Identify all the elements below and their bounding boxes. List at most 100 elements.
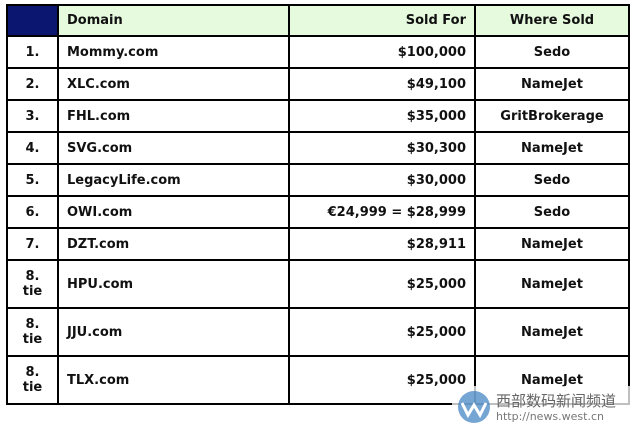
venue-cell: Sedo xyxy=(474,163,630,197)
rank-text: 2. xyxy=(25,76,40,92)
header-price: Sold For xyxy=(288,4,476,37)
rank-text: 5. xyxy=(25,172,40,188)
domain-cell: TLX.com xyxy=(57,355,290,405)
venue-cell: Sedo xyxy=(474,195,630,229)
domain-cell: DZT.com xyxy=(57,227,290,261)
rank-text: 3. xyxy=(25,108,40,124)
price-text: $100,000 xyxy=(397,44,466,60)
price-cell: $28,911 xyxy=(288,227,476,261)
price-cell: $100,000 xyxy=(288,35,476,69)
price-cell: €24,999 = $28,999 xyxy=(288,195,476,229)
domain-cell: FHL.com xyxy=(57,99,290,133)
domain-text: XLC.com xyxy=(67,76,130,92)
table-row: 8. tie JJU.com $25,000 NameJet xyxy=(6,307,630,357)
table-row: 7. DZT.com $28,911 NameJet xyxy=(6,227,630,261)
price-cell: $49,100 xyxy=(288,67,476,101)
domain-text: FHL.com xyxy=(67,108,131,124)
rank-text: 8. tie xyxy=(22,365,43,395)
price-cell: $30,300 xyxy=(288,131,476,165)
venue-cell: NameJet xyxy=(474,227,630,261)
rank-cell: 3. xyxy=(6,99,59,133)
domain-text: LegacyLife.com xyxy=(67,172,181,188)
price-text: €24,999 = $28,999 xyxy=(327,204,466,220)
rank-text: 4. xyxy=(25,140,40,156)
venue-text: NameJet xyxy=(521,76,583,92)
watermark-title: 西部数码新闻频道 xyxy=(496,392,617,410)
domain-cell: HPU.com xyxy=(57,259,290,309)
price-text: $25,000 xyxy=(406,276,466,292)
venue-cell: NameJet xyxy=(474,67,630,101)
rank-text: 6. xyxy=(25,204,40,220)
table-row: 5. LegacyLife.com $30,000 Sedo xyxy=(6,163,630,197)
domain-cell: XLC.com xyxy=(57,67,290,101)
venue-text: NameJet xyxy=(521,372,583,388)
header-rank xyxy=(6,4,59,37)
header-row: Domain Sold For Where Sold xyxy=(6,4,630,37)
table-row: 2. XLC.com $49,100 NameJet xyxy=(6,67,630,101)
price-text: $25,000 xyxy=(406,372,466,388)
rank-text: 8. tie xyxy=(22,269,43,299)
domain-text: HPU.com xyxy=(67,276,134,292)
domain-cell: OWI.com xyxy=(57,195,290,229)
header-domain: Domain xyxy=(57,4,290,37)
domain-cell: LegacyLife.com xyxy=(57,163,290,197)
rank-cell: 7. xyxy=(6,227,59,261)
price-cell: $25,000 xyxy=(288,307,476,357)
price-cell: $35,000 xyxy=(288,99,476,133)
rank-cell: 4. xyxy=(6,131,59,165)
venue-cell: NameJet xyxy=(474,131,630,165)
domain-text: TLX.com xyxy=(67,372,130,388)
domain-text: DZT.com xyxy=(67,236,130,252)
sales-table: Domain Sold For Where Sold 1. Mommy.com $100… xyxy=(6,4,630,405)
rank-cell: 8. tie xyxy=(6,307,59,357)
price-cell: $25,000 xyxy=(288,355,476,405)
venue-cell: NameJet xyxy=(474,259,630,309)
price-text: $30,300 xyxy=(406,140,466,156)
venue-cell: GritBrokerage xyxy=(474,99,630,133)
header-venue: Where Sold xyxy=(474,4,630,37)
domain-text: OWI.com xyxy=(67,204,133,220)
domain-cell: Mommy.com xyxy=(57,35,290,69)
table-row: 1. Mommy.com $100,000 Sedo xyxy=(6,35,630,69)
table-row: 8. tie HPU.com $25,000 NameJet xyxy=(6,259,630,309)
venue-text: Sedo xyxy=(533,172,571,188)
rank-cell: 5. xyxy=(6,163,59,197)
watermark-url: http://news.west.cn xyxy=(496,410,604,423)
venue-text: NameJet xyxy=(521,324,583,340)
price-cell: $30,000 xyxy=(288,163,476,197)
rank-text: 1. xyxy=(25,44,40,60)
rank-cell: 1. xyxy=(6,35,59,69)
table-row: 3. FHL.com $35,000 GritBrokerage xyxy=(6,99,630,133)
venue-text: NameJet xyxy=(521,276,583,292)
rank-text: 7. xyxy=(25,236,40,252)
venue-text: Sedo xyxy=(533,204,571,220)
table-row: 6. OWI.com €24,999 = $28,999 Sedo xyxy=(6,195,630,229)
domain-cell: JJU.com xyxy=(57,307,290,357)
venue-text: GritBrokerage xyxy=(500,108,604,124)
watermark: 西部数码新闻频道 http://news.west.cn xyxy=(452,386,632,428)
venue-text: NameJet xyxy=(521,236,583,252)
venue-text: Sedo xyxy=(533,44,571,60)
rank-cell: 2. xyxy=(6,67,59,101)
price-text: $49,100 xyxy=(406,76,466,92)
watermark-logo xyxy=(458,391,490,423)
table-body: 1. Mommy.com $100,000 Sedo 2. XLC.com $49,100 N… xyxy=(6,35,630,405)
price-text: $28,911 xyxy=(406,236,466,252)
price-cell: $25,000 xyxy=(288,259,476,309)
venue-cell: Sedo xyxy=(474,35,630,69)
domain-cell: SVG.com xyxy=(57,131,290,165)
domain-text: JJU.com xyxy=(67,324,123,340)
rank-cell: 6. xyxy=(6,195,59,229)
rank-cell: 8. tie xyxy=(6,259,59,309)
rank-cell: 8. tie xyxy=(6,355,59,405)
domain-text: Mommy.com xyxy=(67,44,159,60)
price-text: $35,000 xyxy=(406,108,466,124)
price-text: $25,000 xyxy=(406,324,466,340)
domain-text: SVG.com xyxy=(67,140,133,156)
venue-cell: NameJet xyxy=(474,307,630,357)
rank-text: 8. tie xyxy=(22,317,43,347)
venue-text: NameJet xyxy=(521,140,583,156)
price-text: $30,000 xyxy=(406,172,466,188)
table-row: 4. SVG.com $30,300 NameJet xyxy=(6,131,630,165)
